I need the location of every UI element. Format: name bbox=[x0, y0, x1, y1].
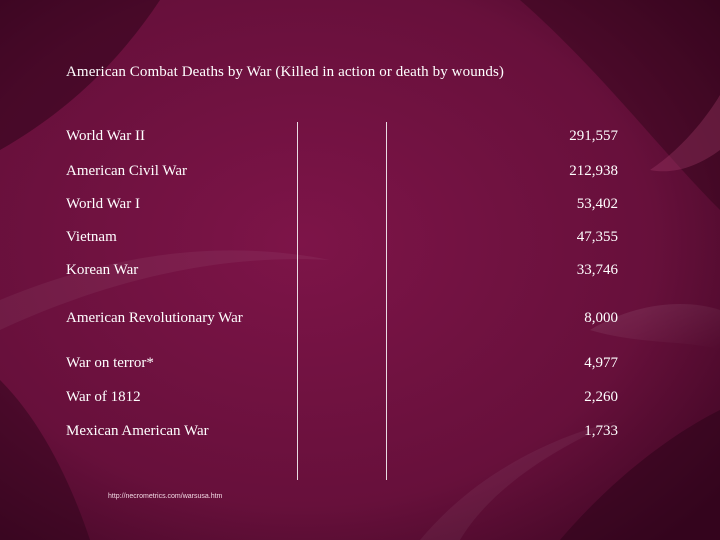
death-count: 212,938 bbox=[569, 163, 618, 179]
table-row: World War I 53,402 bbox=[66, 196, 618, 218]
slide-title: American Combat Deaths by War (Killed in… bbox=[66, 64, 505, 80]
death-count: 47,355 bbox=[576, 229, 618, 245]
table-divider-right bbox=[386, 122, 387, 480]
death-count: 1,733 bbox=[584, 423, 618, 439]
war-name: Vietnam bbox=[66, 229, 117, 245]
war-name: World War I bbox=[66, 196, 140, 212]
table-row: War of 1812 2,260 bbox=[66, 389, 618, 411]
table-row: War on terror* 4,977 bbox=[66, 355, 618, 377]
war-name: American Civil War bbox=[66, 163, 187, 179]
table-row: Mexican American War 1,733 bbox=[66, 423, 618, 445]
death-count: 33,746 bbox=[576, 262, 618, 278]
war-name: World War II bbox=[66, 128, 145, 144]
table-divider-left bbox=[297, 122, 298, 480]
table-row: Korean War 33,746 bbox=[66, 262, 618, 284]
war-name: American Revolutionary War bbox=[66, 310, 243, 326]
table-row: World War II 291,557 bbox=[66, 128, 618, 150]
table-row: Vietnam 47,355 bbox=[66, 229, 618, 251]
war-name: Mexican American War bbox=[66, 423, 209, 439]
table-row: American Civil War 212,938 bbox=[66, 163, 618, 185]
table-row: American Revolutionary War 8,000 bbox=[66, 310, 618, 332]
war-name: War of 1812 bbox=[66, 389, 141, 405]
death-count: 4,977 bbox=[584, 355, 618, 371]
death-count: 53,402 bbox=[576, 196, 618, 212]
death-count: 2,260 bbox=[584, 389, 618, 405]
source-url: http://necrometrics.com/warsusa.htm bbox=[108, 493, 223, 500]
war-name: War on terror* bbox=[66, 355, 154, 371]
death-count: 8,000 bbox=[584, 310, 618, 326]
death-count: 291,557 bbox=[569, 128, 618, 144]
war-name: Korean War bbox=[66, 262, 139, 278]
